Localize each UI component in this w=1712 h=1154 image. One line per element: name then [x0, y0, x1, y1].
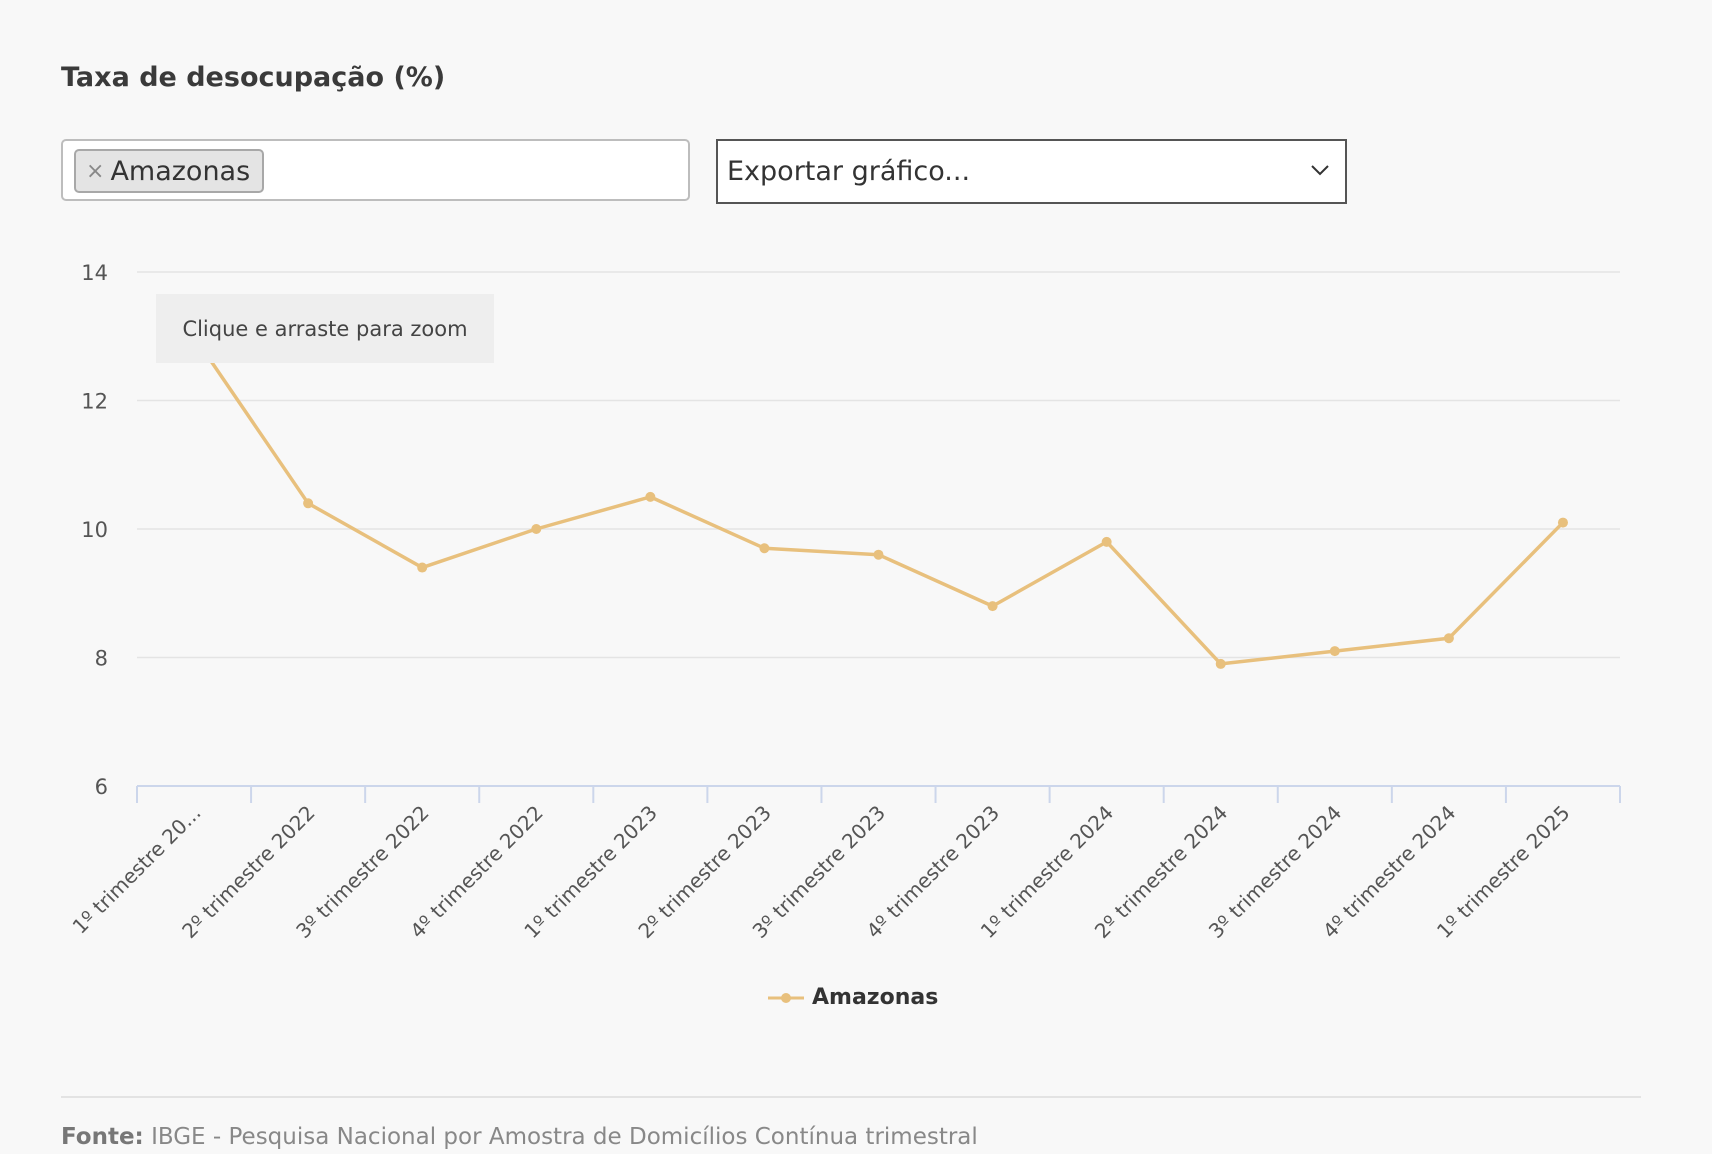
y-tick-label: 8	[95, 647, 108, 671]
y-tick-label: 14	[81, 261, 108, 285]
legend-label: Amazonas	[812, 985, 939, 1010]
source-label: Fonte:	[61, 1124, 144, 1150]
y-tick-label: 10	[81, 518, 108, 542]
grid-layer	[137, 271, 1620, 659]
zoom-hint-text: Clique e arraste para zoom	[182, 316, 468, 341]
zoom-hint: Clique e arraste para zoom	[156, 294, 494, 363]
data-point[interactable]	[873, 549, 884, 560]
tag-remove-icon[interactable]: ×	[86, 158, 105, 184]
series-layer	[189, 331, 1568, 669]
data-point[interactable]	[1329, 646, 1340, 657]
data-point[interactable]	[1557, 517, 1568, 528]
data-point[interactable]	[303, 498, 314, 509]
legend-item-amazonas[interactable]: Amazonas	[766, 985, 938, 1010]
region-filter-input[interactable]: × Amazonas	[61, 139, 690, 201]
data-point[interactable]	[645, 491, 656, 502]
source-note: Fonte: IBGE - Pesquisa Nacional por Amos…	[61, 1124, 978, 1150]
legend-symbol-icon	[768, 992, 804, 1003]
export-chart-label: Exportar gráfico...	[727, 156, 971, 187]
y-tick-label: 12	[81, 390, 108, 414]
chart-title: Taxa de desocupação (%)	[61, 62, 446, 93]
data-point[interactable]	[417, 562, 428, 573]
export-chart-select[interactable]: Exportar gráfico...	[716, 139, 1347, 204]
source-text: IBGE - Pesquisa Nacional por Amostra de …	[151, 1124, 978, 1150]
chevron-down-icon	[1311, 165, 1329, 176]
data-point[interactable]	[1101, 536, 1112, 547]
data-point[interactable]	[759, 543, 770, 554]
data-point[interactable]	[531, 524, 542, 534]
data-point[interactable]	[1443, 633, 1454, 644]
y-tick-label: 6	[95, 775, 108, 799]
region-tag: × Amazonas	[74, 149, 265, 193]
divider	[61, 1096, 1641, 1098]
series-line-amazonas[interactable]	[192, 335, 1565, 666]
data-point[interactable]	[1215, 658, 1226, 669]
region-tag-label: Amazonas	[110, 155, 251, 187]
data-point[interactable]	[987, 601, 998, 612]
